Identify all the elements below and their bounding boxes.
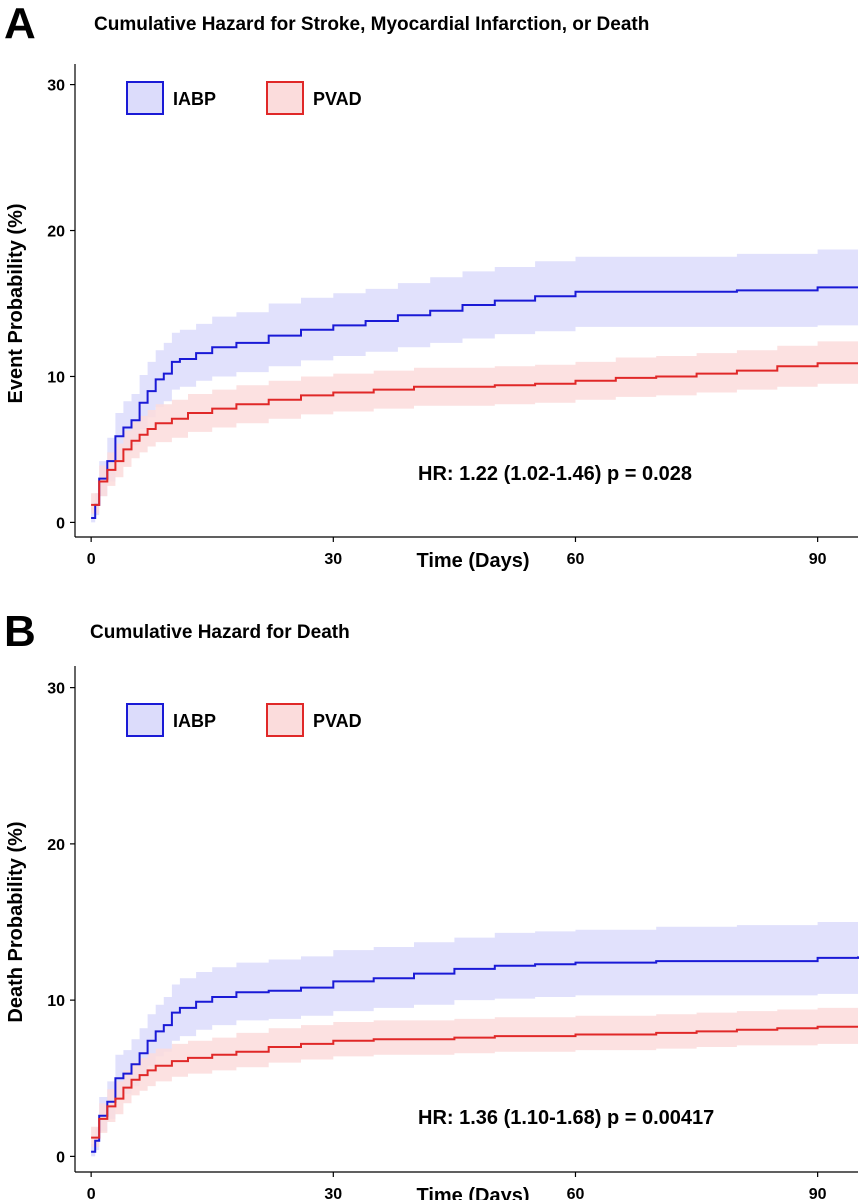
panel-a: A Cumulative Hazard for Stroke, Myocardi…	[4, 0, 859, 572]
x-tick-label: 60	[567, 1186, 585, 1200]
x-tick-label: 90	[809, 551, 827, 568]
y-tick-label: 10	[47, 369, 65, 386]
y-tick-label: 0	[56, 1149, 65, 1166]
confidence-band	[91, 341, 859, 514]
confidence-band	[91, 918, 859, 1157]
series-line	[91, 1025, 858, 1139]
hazard-ratio-annotation: HR: 1.36 (1.10-1.68) p = 0.00417	[418, 1107, 714, 1129]
panel-b: B Cumulative Hazard for Death 0 10 20 30 0 30…	[0, 600, 868, 1200]
y-axis-title: Event Probability (%)	[5, 203, 27, 403]
chart-a-plot: 0 10 20 30 0 30 60 90 Time (Days) Event Probabili…	[5, 64, 859, 572]
series-line	[91, 956, 859, 1153]
x-tick-label: 0	[87, 551, 96, 568]
series-line	[91, 362, 858, 506]
chart-title: Cumulative Hazard for Death	[90, 622, 350, 643]
y-tick-label: 10	[47, 993, 65, 1010]
confidence-band	[91, 249, 859, 523]
chart-title: Cumulative Hazard for Stroke, Myocardial…	[94, 14, 650, 35]
x-axis-title: Time (Days)	[416, 1185, 529, 1200]
hazard-ratio-annotation: HR: 1.22 (1.02-1.46) p = 0.028	[418, 463, 692, 485]
legend-label-pvad: PVAD	[313, 89, 362, 109]
y-tick-label: 30	[47, 681, 65, 698]
series-line	[91, 286, 858, 519]
y-tick-label: 20	[47, 837, 65, 854]
y-axis-title: Death Probability (%)	[5, 821, 27, 1022]
legend-label-pvad: PVAD	[313, 711, 362, 731]
legend-swatch-iabp	[126, 81, 164, 115]
confidence-band	[91, 1007, 859, 1147]
panel-letter: A	[4, 0, 36, 48]
legend-label-iabp: IABP	[173, 711, 216, 731]
panel-letter: B	[4, 607, 36, 656]
y-tick-label: 30	[47, 78, 65, 95]
legend-label-iabp: IABP	[173, 89, 216, 109]
y-tick-label: 20	[47, 224, 65, 241]
legend-swatch-iabp	[126, 703, 164, 737]
legend-swatch-pvad	[266, 81, 304, 115]
x-tick-label: 0	[87, 1186, 96, 1200]
x-tick-label: 30	[324, 551, 342, 568]
x-tick-label: 90	[809, 1186, 827, 1200]
x-tick-label: 30	[324, 1186, 342, 1200]
x-axis-title: Time (Days)	[416, 550, 529, 572]
x-tick-label: 60	[567, 551, 585, 568]
chart-b-plot: 0 10 20 30 0 30 60 90 Time (Days) Death Probabili…	[5, 666, 859, 1200]
y-tick-label: 0	[56, 515, 65, 532]
legend-swatch-pvad	[266, 703, 304, 737]
